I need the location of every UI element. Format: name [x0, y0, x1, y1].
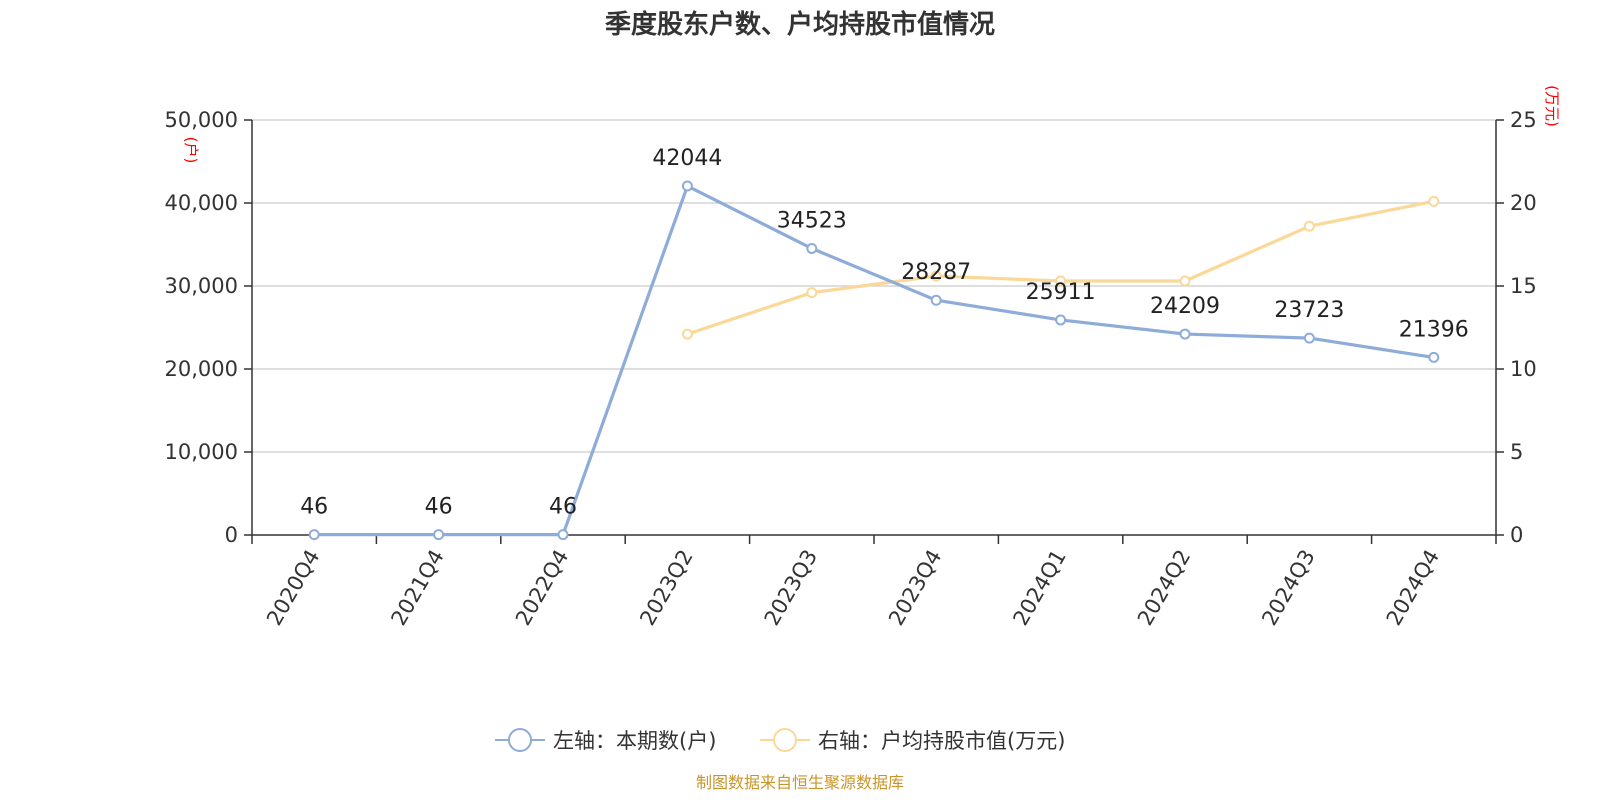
- data-point: [1055, 275, 1067, 287]
- data-point: [930, 294, 942, 306]
- data-point: [681, 328, 693, 340]
- x-axis-tick-label: 2024Q3: [1257, 546, 1319, 630]
- x-axis-tick-label: 2020Q4: [262, 546, 324, 630]
- source-note: 制图数据来自恒生聚源数据库: [696, 773, 904, 792]
- data-point: [1303, 332, 1315, 344]
- right-axis-tick-label: 15: [1510, 274, 1537, 298]
- legend-label: 右轴：户均持股市值(万元): [818, 729, 1065, 753]
- left-axis-unit: (户): [182, 137, 200, 164]
- data-label: 21396: [1399, 317, 1469, 342]
- data-label: 42044: [652, 146, 722, 171]
- x-axis-tick-label: 2023Q2: [635, 546, 697, 630]
- data-point: [806, 242, 818, 254]
- left-axis-tick-label: 10,000: [165, 440, 238, 464]
- legend-label: 左轴：本期数(户): [553, 729, 716, 753]
- chart-title: 季度股东户数、户均持股市值情况: [605, 9, 995, 40]
- data-labels: 46 46 46 42044 34523 28287 25911 24209 23723 2139…: [300, 146, 1469, 520]
- data-label: 46: [300, 495, 328, 520]
- data-point: [308, 529, 320, 541]
- data-point: [1303, 220, 1315, 232]
- x-axis-tick-label: 2023Q4: [884, 546, 946, 630]
- left-axis-tick-label: 50,000: [165, 108, 238, 132]
- data-point: [1428, 195, 1440, 207]
- left-axis-tick-label: 40,000: [165, 191, 238, 215]
- x-axis-tick-label: 2024Q1: [1008, 546, 1070, 630]
- data-label: 25911: [1026, 280, 1096, 305]
- data-point: [1179, 328, 1191, 340]
- legend: 左轴：本期数(户) 右轴：户均持股市值(万元): [495, 728, 1065, 753]
- data-label: 46: [425, 495, 453, 520]
- right-axis-tick-label: 10: [1510, 357, 1537, 381]
- grid-lines: [252, 119, 1496, 453]
- data-points: [308, 180, 1440, 541]
- x-axis-tick-label: 2021Q4: [386, 546, 448, 630]
- right-axis-tick-label: 5: [1510, 440, 1523, 464]
- data-point: [1055, 314, 1067, 326]
- left-axis-tick-label: 30,000: [165, 274, 238, 298]
- data-label: 28287: [901, 260, 971, 285]
- left-axis-tick-label: 20,000: [165, 357, 238, 381]
- data-point: [433, 529, 445, 541]
- data-point: [1428, 351, 1440, 363]
- data-point: [1179, 275, 1191, 287]
- data-label: 23723: [1274, 298, 1344, 323]
- data-point: [557, 529, 569, 541]
- right-axis-tick-label: 25: [1510, 108, 1537, 132]
- right-axis-tick-label: 0: [1510, 523, 1523, 547]
- data-point: [930, 270, 942, 282]
- right-axis-unit: (万元): [1543, 85, 1561, 127]
- data-label: 46: [549, 495, 577, 520]
- x-axis-tick-label: 2023Q3: [760, 546, 822, 630]
- x-axis-tick-label: 2024Q4: [1382, 546, 1444, 630]
- x-axis-tick-label: 2022Q4: [511, 546, 573, 630]
- x-axis-tick-label: 2024Q2: [1133, 546, 1195, 630]
- legend-marker: [508, 728, 532, 752]
- series-line-shareholder-count: [314, 184, 1435, 537]
- left-axis-tick-label: 0: [225, 523, 238, 547]
- data-label: 24209: [1150, 294, 1220, 319]
- data-point: [681, 180, 693, 192]
- legend-marker: [773, 728, 797, 752]
- series-lines: [314, 184, 1435, 537]
- data-label: 34523: [777, 208, 847, 233]
- data-point: [806, 287, 818, 299]
- right-axis-tick-label: 20: [1510, 191, 1537, 215]
